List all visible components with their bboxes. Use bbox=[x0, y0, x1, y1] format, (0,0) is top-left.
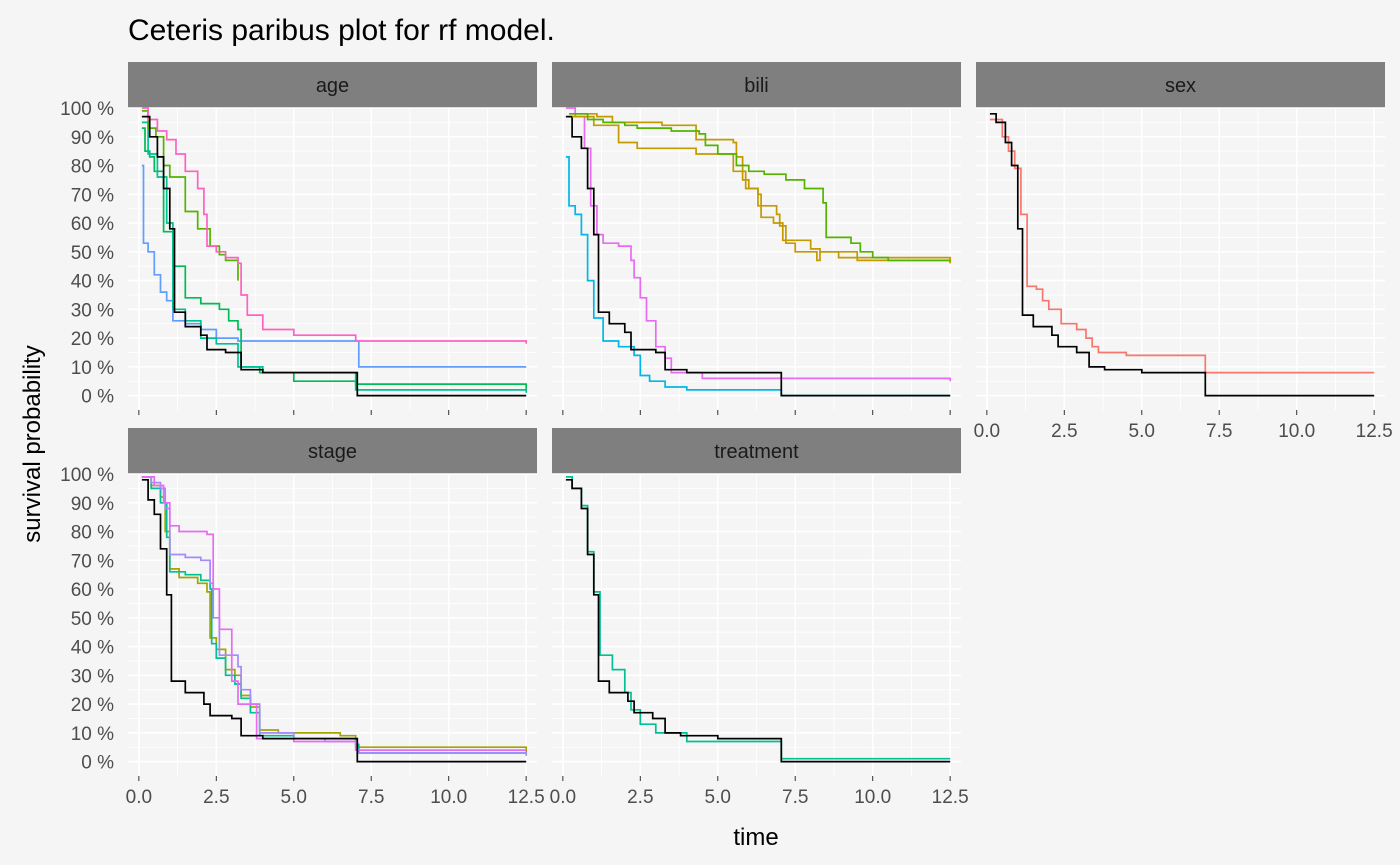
x-axis-title: time bbox=[733, 824, 778, 851]
y-tick-label: 90 % bbox=[71, 128, 114, 149]
x-tick-label: 2.5 bbox=[1051, 421, 1077, 442]
x-tick-label: 2.5 bbox=[627, 787, 653, 808]
y-tick-label: 20 % bbox=[71, 329, 114, 350]
y-tick-label: 40 % bbox=[71, 638, 114, 659]
survival-curve bbox=[565, 478, 951, 763]
survival-curve bbox=[572, 115, 952, 264]
facet-bili: bili bbox=[552, 62, 961, 415]
facet-strip-label: treatment bbox=[714, 441, 799, 463]
y-tick-label: 90 % bbox=[71, 494, 114, 515]
y-tick-label: 50 % bbox=[71, 609, 114, 630]
y-tick-label: 30 % bbox=[71, 666, 114, 687]
y-tick-label: 100 % bbox=[60, 465, 114, 486]
facet-treatment: treatment 0.0 2.5 5.0 7.5 10.0 12.5 bbox=[550, 428, 969, 808]
x-tick-label: 2.5 bbox=[203, 787, 229, 808]
y-tick-label: 80 % bbox=[71, 523, 114, 544]
y-tick-label: 0 % bbox=[81, 753, 114, 774]
survival-curve bbox=[565, 115, 951, 397]
survival-curve bbox=[141, 164, 527, 368]
facet-strip bbox=[976, 62, 1385, 108]
y-tick-label: 70 % bbox=[71, 551, 114, 572]
x-tick-label: 10.0 bbox=[854, 787, 891, 808]
x-tick-label: 0.0 bbox=[126, 787, 152, 808]
y-tick-label: 20 % bbox=[71, 695, 114, 716]
facet-panels: age 0 % 10 % 20 % 30 % 40 % 50 % 60 % 70 % 80 % 90… bbox=[60, 62, 1393, 808]
facet-strip bbox=[552, 62, 961, 108]
x-tick-label: 7.5 bbox=[358, 787, 384, 808]
facet-strip bbox=[128, 428, 537, 474]
survival-curve bbox=[141, 107, 528, 344]
facet-sex: sex 0.0 2.5 5.0 7.5 10.0 12.5 bbox=[974, 62, 1393, 442]
y-tick-label: 60 % bbox=[71, 214, 114, 235]
y-tick-label: 70 % bbox=[71, 185, 114, 206]
survival-curve bbox=[569, 112, 951, 262]
y-tick-label: 100 % bbox=[60, 99, 114, 120]
x-tick-label: 12.5 bbox=[508, 787, 545, 808]
x-tick-label: 5.0 bbox=[1129, 421, 1155, 442]
survival-curve bbox=[565, 156, 951, 397]
survival-curve bbox=[989, 112, 1375, 397]
y-tick-label: 80 % bbox=[71, 157, 114, 178]
survival-curve bbox=[572, 112, 952, 264]
x-tick-label: 0.0 bbox=[974, 421, 1000, 442]
x-tick-label: 5.0 bbox=[281, 787, 307, 808]
x-tick-label: 0.0 bbox=[550, 787, 576, 808]
facet-stage: stage 0 % 10 % 20 % 30 % 40 % 50 % 60 % 70 % 80 %… bbox=[60, 428, 545, 808]
y-tick-label: 0 % bbox=[81, 387, 114, 408]
facet-strip-label: age bbox=[316, 75, 349, 97]
y-tick-label: 60 % bbox=[71, 580, 114, 601]
y-tick-label: 40 % bbox=[71, 272, 114, 293]
x-tick-label: 12.5 bbox=[1356, 421, 1393, 442]
x-tick-label: 10.0 bbox=[430, 787, 467, 808]
x-tick-label: 7.5 bbox=[1206, 421, 1232, 442]
y-tick-label: 10 % bbox=[71, 724, 114, 745]
survival-curve bbox=[565, 476, 951, 760]
facet-strip-label: stage bbox=[308, 441, 357, 463]
facet-strip bbox=[552, 428, 961, 474]
y-tick-label: 30 % bbox=[71, 300, 114, 321]
facet-strip bbox=[128, 62, 537, 108]
survival-curve bbox=[141, 478, 527, 763]
x-tick-label: 10.0 bbox=[1278, 421, 1315, 442]
y-tick-label: 10 % bbox=[71, 358, 114, 379]
y-tick-label: 50 % bbox=[71, 243, 114, 264]
x-tick-label: 7.5 bbox=[782, 787, 808, 808]
facet-strip-label: sex bbox=[1165, 75, 1196, 97]
facet-age: age 0 % 10 % 20 % 30 % 40 % 50 % 60 % 70 % 80 % 90… bbox=[60, 62, 537, 415]
chart-title: Ceteris paribus plot for rf model. bbox=[128, 14, 555, 47]
y-axis-title: survival probability bbox=[19, 345, 46, 542]
survival-curve bbox=[141, 110, 239, 281]
x-tick-label: 5.0 bbox=[705, 787, 731, 808]
survival-curve bbox=[989, 118, 1375, 374]
x-tick-label: 12.5 bbox=[932, 787, 969, 808]
survival-curve bbox=[141, 115, 527, 397]
facet-strip-label: bili bbox=[744, 75, 768, 97]
